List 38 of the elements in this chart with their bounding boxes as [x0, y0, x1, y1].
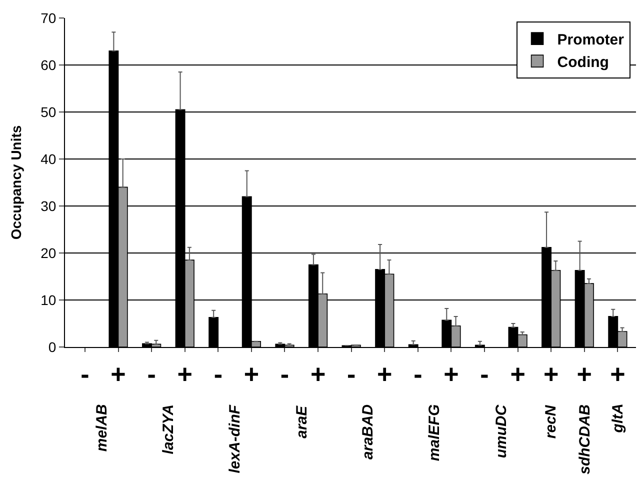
text: lexA-dinF: [226, 404, 244, 474]
x-tick-label: +: [444, 359, 459, 390]
x-tick-label: +: [377, 359, 392, 390]
text: lacZYA: [160, 404, 178, 454]
x-tick-label: -: [214, 359, 222, 390]
x-tick-label: -: [80, 359, 90, 390]
y-tick-label: 70: [40, 10, 56, 26]
x-tick-label: -: [346, 359, 356, 390]
text: araBAD: [359, 404, 376, 460]
text: malEFG: [426, 404, 444, 462]
x-tick-label: -: [280, 359, 290, 390]
x-tick-label: +: [510, 359, 526, 390]
y-tick-label: 10: [40, 292, 56, 308]
x-tick-label: -: [414, 359, 422, 390]
x-tick-label: +: [544, 359, 559, 390]
x-tick-label: +: [610, 359, 626, 390]
y-tick-label: 40: [40, 150, 56, 167]
x-tick-label: -: [480, 359, 489, 390]
y-tick-label: 20: [40, 244, 56, 261]
text: sdhCDAB: [576, 404, 594, 474]
y-tick-label: 60: [40, 56, 56, 73]
x-tick-label: +: [576, 359, 592, 390]
text: melAB: [94, 404, 111, 452]
x-tick-label: +: [177, 359, 192, 390]
text: umuDC: [493, 404, 510, 458]
text: gltA: [610, 404, 627, 434]
x-tick-label: +: [110, 359, 126, 390]
y-tick-label: 0: [48, 338, 56, 355]
text: recN: [542, 404, 560, 439]
y-tick-label: 50: [40, 104, 56, 120]
x-tick-label: -: [147, 359, 156, 390]
y-tick-label: 30: [40, 198, 56, 214]
x-tick-label: +: [244, 359, 260, 390]
text: araE: [293, 404, 310, 438]
y-axis-title: Occupancy Units: [8, 125, 24, 240]
legend-label: Promoter: [557, 31, 624, 48]
x-tick-label: +: [310, 359, 326, 390]
legend-label: Coding: [557, 54, 609, 71]
